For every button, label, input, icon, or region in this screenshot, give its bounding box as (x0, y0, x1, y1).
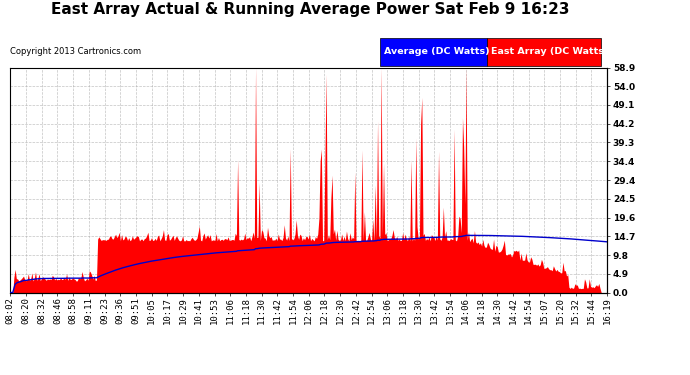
Text: East Array Actual & Running Average Power Sat Feb 9 16:23: East Array Actual & Running Average Powe… (51, 2, 570, 17)
Text: Average (DC Watts): Average (DC Watts) (384, 47, 489, 56)
Text: Copyright 2013 Cartronics.com: Copyright 2013 Cartronics.com (10, 47, 141, 56)
Text: East Array (DC Watts): East Array (DC Watts) (491, 47, 608, 56)
